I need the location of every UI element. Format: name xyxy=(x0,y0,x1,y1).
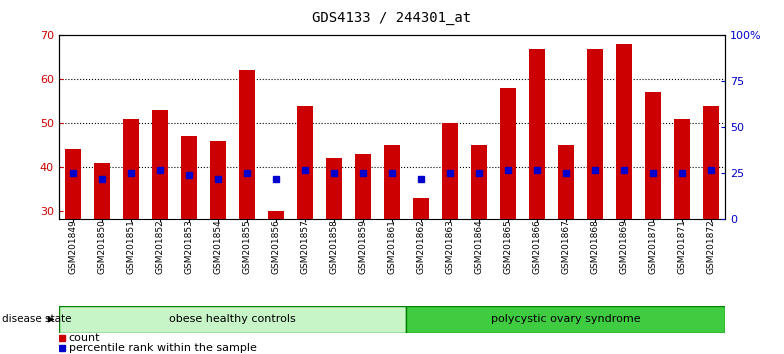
Text: disease state: disease state xyxy=(2,314,71,325)
Text: GSM201871: GSM201871 xyxy=(677,219,686,274)
Text: GSM201853: GSM201853 xyxy=(185,219,194,274)
Text: GSM201857: GSM201857 xyxy=(300,219,310,274)
Text: GSM201849: GSM201849 xyxy=(69,219,78,274)
Text: GDS4133 / 244301_at: GDS4133 / 244301_at xyxy=(313,11,471,25)
Text: GSM201855: GSM201855 xyxy=(242,219,252,274)
Bar xyxy=(355,154,371,219)
Text: GSM201854: GSM201854 xyxy=(214,219,223,274)
Bar xyxy=(529,48,545,219)
Text: GSM201870: GSM201870 xyxy=(648,219,657,274)
Bar xyxy=(442,123,458,219)
Bar xyxy=(406,306,725,333)
Bar xyxy=(268,211,284,219)
Text: percentile rank within the sample: percentile rank within the sample xyxy=(69,343,256,353)
Bar xyxy=(297,105,313,219)
Text: GSM201872: GSM201872 xyxy=(706,219,715,274)
Text: count: count xyxy=(69,333,100,343)
Bar xyxy=(210,141,226,219)
Bar xyxy=(65,149,82,219)
Bar xyxy=(59,306,406,333)
Bar xyxy=(702,105,719,219)
Text: GSM201869: GSM201869 xyxy=(619,219,628,274)
Text: GSM201861: GSM201861 xyxy=(387,219,397,274)
Bar xyxy=(413,198,429,219)
Text: GSM201851: GSM201851 xyxy=(127,219,136,274)
Bar xyxy=(123,119,140,219)
Text: GSM201863: GSM201863 xyxy=(445,219,455,274)
Text: GSM201866: GSM201866 xyxy=(532,219,542,274)
Text: GSM201867: GSM201867 xyxy=(561,219,570,274)
Text: GSM201859: GSM201859 xyxy=(358,219,368,274)
Text: GSM201865: GSM201865 xyxy=(503,219,513,274)
Bar xyxy=(644,92,661,219)
Bar xyxy=(673,119,690,219)
Bar xyxy=(384,145,400,219)
Text: obese healthy controls: obese healthy controls xyxy=(169,314,296,325)
Bar xyxy=(500,88,516,219)
Text: GSM201852: GSM201852 xyxy=(156,219,165,274)
Bar xyxy=(181,136,197,219)
Text: polycystic ovary syndrome: polycystic ovary syndrome xyxy=(491,314,641,325)
Text: GSM201856: GSM201856 xyxy=(271,219,281,274)
Bar xyxy=(471,145,487,219)
Text: GSM201868: GSM201868 xyxy=(590,219,599,274)
Bar xyxy=(94,162,111,219)
Bar xyxy=(587,48,603,219)
Text: GSM201850: GSM201850 xyxy=(98,219,107,274)
Text: GSM201862: GSM201862 xyxy=(416,219,426,274)
Text: GSM201858: GSM201858 xyxy=(329,219,339,274)
Text: GSM201864: GSM201864 xyxy=(474,219,484,274)
Bar xyxy=(615,44,632,219)
Bar xyxy=(326,158,342,219)
Bar xyxy=(152,110,169,219)
Bar xyxy=(239,70,255,219)
Bar xyxy=(558,145,574,219)
